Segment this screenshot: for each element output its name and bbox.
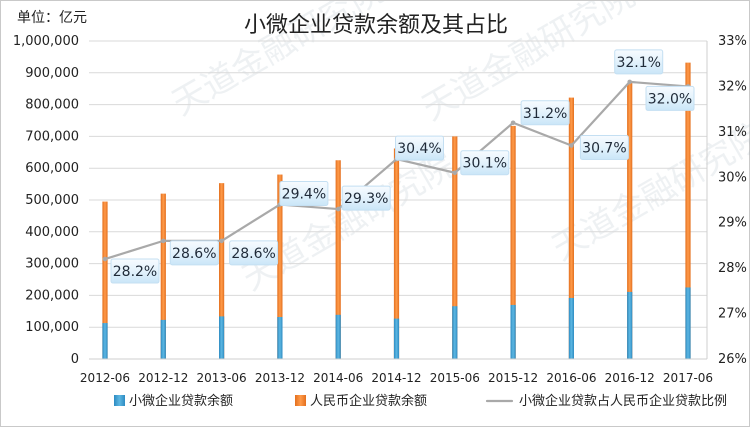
left-tick-label-10: 1,000,000 xyxy=(13,34,79,49)
ratio-label-4: 29.3% xyxy=(344,191,388,207)
x-tick-label-9: 2016-12 xyxy=(605,371,655,385)
blue-bar-2 xyxy=(219,316,224,359)
x-tick-label-8: 2016-06 xyxy=(546,371,596,385)
ratio-label-8: 30.7% xyxy=(582,140,626,156)
ratio-point-2 xyxy=(219,239,224,244)
blue-bar-10 xyxy=(685,287,690,359)
left-tick-label-6: 600,000 xyxy=(25,161,79,176)
ratio-point-0 xyxy=(103,257,108,262)
legend-label-ratio: 小微企业贷款占人民币企业贷款比例 xyxy=(519,393,727,409)
legend: 小微企业贷款余额 人民币企业贷款余额 小微企业贷款占人民币企业贷款比例 xyxy=(114,393,727,409)
ratio-point-4 xyxy=(336,207,341,212)
unit-label: 单位：亿元 xyxy=(17,10,87,26)
blue-bar-7 xyxy=(511,305,516,359)
ratio-label-1: 28.6% xyxy=(172,246,216,262)
x-tick-label-4: 2014-06 xyxy=(313,371,363,385)
ratio-label-10: 32.0% xyxy=(648,91,692,107)
blue-bar-0 xyxy=(102,323,107,359)
ratio-point-6 xyxy=(453,170,458,175)
ratio-label-3: 29.4% xyxy=(282,187,326,203)
left-tick-label-8: 800,000 xyxy=(25,98,79,113)
blue-bar-8 xyxy=(569,298,574,359)
left-tick-label-2: 200,000 xyxy=(25,288,79,303)
blue-bar-3 xyxy=(277,317,282,359)
ratio-label-2: 28.6% xyxy=(231,246,275,262)
right-tick-label-6: 32% xyxy=(718,79,747,94)
x-tick-label-2: 2013-06 xyxy=(197,371,247,385)
right-tick-label-3: 29% xyxy=(718,216,747,231)
right-tick-label-5: 31% xyxy=(718,125,747,140)
ratio-point-8 xyxy=(569,143,574,148)
right-tick-label-1: 27% xyxy=(718,307,747,322)
right-tick-label-0: 26% xyxy=(718,352,747,367)
left-tick-label-5: 500,000 xyxy=(25,193,79,208)
legend-label-rmb: 人民币企业贷款余额 xyxy=(310,393,427,409)
left-tick-label-1: 100,000 xyxy=(25,320,79,335)
legend-label-small-business: 小微企业贷款余额 xyxy=(129,393,233,409)
ratio-point-9 xyxy=(627,80,632,85)
blue-bar-5 xyxy=(394,319,399,359)
ratio-label-6: 30.1% xyxy=(463,156,507,172)
chart-title: 小微企业贷款余额及其占比 xyxy=(244,13,508,38)
legend-swatch-small-business xyxy=(114,395,125,406)
ratio-label-9: 32.1% xyxy=(616,55,660,71)
ratio-label-5: 30.4% xyxy=(397,141,441,157)
x-tick-label-6: 2015-06 xyxy=(430,371,480,385)
left-tick-label-7: 700,000 xyxy=(25,129,79,144)
x-tick-label-7: 2015-12 xyxy=(488,371,538,385)
ratio-label-0: 28.2% xyxy=(113,264,157,280)
ratio-label-7: 31.2% xyxy=(523,106,567,122)
left-tick-label-0: 0 xyxy=(71,352,79,367)
blue-bar-9 xyxy=(627,292,632,359)
blue-bar-1 xyxy=(161,320,166,359)
x-tick-label-3: 2013-12 xyxy=(255,371,305,385)
x-tick-label-0: 2012-06 xyxy=(80,371,130,385)
ratio-point-1 xyxy=(161,239,166,244)
right-tick-label-2: 28% xyxy=(718,261,747,276)
left-tick-label-4: 400,000 xyxy=(25,225,79,240)
blue-bar-4 xyxy=(336,315,341,359)
x-tick-label-10: 2017-06 xyxy=(663,371,713,385)
x-tick-label-5: 2014-12 xyxy=(371,371,421,385)
x-tick-label-1: 2012-12 xyxy=(138,371,188,385)
legend-swatch-rmb xyxy=(295,395,306,406)
left-tick-label-9: 900,000 xyxy=(25,66,79,81)
right-tick-label-4: 30% xyxy=(718,170,747,185)
right-tick-label-7: 33% xyxy=(718,34,747,49)
left-tick-label-3: 300,000 xyxy=(25,257,79,272)
ratio-point-7 xyxy=(511,120,516,125)
blue-bar-6 xyxy=(452,306,457,359)
